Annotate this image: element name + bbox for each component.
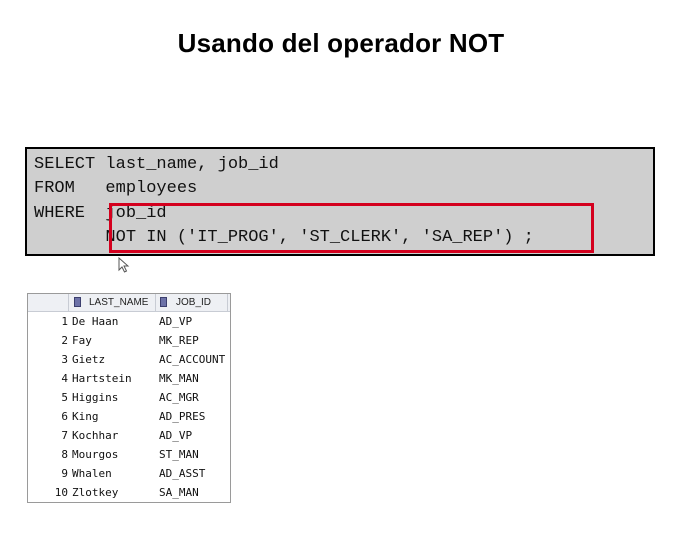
- row-number: 5: [61, 391, 68, 404]
- row-number: 2: [61, 334, 68, 347]
- cell-job-id: AC_MGR: [159, 391, 199, 404]
- column-header-job-id[interactable]: JOB_ID: [176, 297, 212, 308]
- column-header-last-name[interactable]: LAST_NAME: [89, 297, 149, 308]
- cell-job-id: AD_PRES: [159, 410, 206, 423]
- cell-last-name: Hartstein: [72, 372, 132, 385]
- cell-last-name: King: [72, 410, 99, 423]
- cell-job-id: MK_REP: [159, 334, 199, 347]
- table-row[interactable]: 6 King AD_PRES: [28, 407, 230, 426]
- table-row[interactable]: 1 De Haan AD_VP: [28, 312, 230, 331]
- sql-line-select: SELECT last_name, job_id: [34, 155, 279, 174]
- cell-last-name: Higgins: [72, 391, 119, 404]
- sql-line-from: FROM employees: [34, 179, 198, 198]
- cell-last-name: Fay: [72, 334, 92, 347]
- table-row[interactable]: 5 Higgins AC_MGR: [28, 388, 230, 407]
- sql-line-where: WHERE job_id: [34, 204, 167, 223]
- cell-job-id: AD_VP: [159, 315, 193, 328]
- cell-job-id: ST_MAN: [159, 448, 199, 461]
- cell-last-name: Gietz: [72, 353, 106, 366]
- sql-code-block: SELECT last_name, job_id FROM employees …: [25, 147, 655, 256]
- row-number: 7: [61, 429, 68, 442]
- row-number: 10: [54, 486, 68, 499]
- table-row[interactable]: 3 Gietz AC_ACCOUNT: [28, 350, 230, 369]
- mouse-pointer-icon: [118, 257, 130, 273]
- row-number: 6: [61, 410, 68, 423]
- cell-last-name: Kochhar: [72, 429, 119, 442]
- column-separator: [227, 294, 228, 311]
- cell-job-id: AD_ASST: [159, 467, 206, 480]
- sql-line-not-in: NOT IN ('IT_PROG', 'ST_CLERK', 'SA_REP')…: [34, 228, 534, 247]
- row-number: 1: [61, 315, 68, 328]
- cell-job-id: AC_ACCOUNT: [159, 353, 226, 366]
- column-separator: [68, 294, 69, 311]
- row-number: 3: [61, 353, 68, 366]
- table-row[interactable]: 9 Whalen AD_ASST: [28, 464, 230, 483]
- slide-title: Usando del operador NOT: [177, 28, 505, 58]
- table-row[interactable]: 8 Mourgos ST_MAN: [28, 445, 230, 464]
- where-clause-highlight: [109, 203, 594, 253]
- table-row[interactable]: 4 Hartstein MK_MAN: [28, 369, 230, 388]
- table-row[interactable]: 10 Zlotkey SA_MAN: [28, 483, 230, 502]
- row-number: 8: [61, 448, 68, 461]
- query-result-grid[interactable]: LAST_NAME JOB_ID 1 De Haan AD_VP 2 Fay M…: [27, 293, 231, 503]
- result-header-row: LAST_NAME JOB_ID: [28, 294, 230, 312]
- cell-last-name: Whalen: [72, 467, 112, 480]
- column-type-icon: [160, 297, 167, 307]
- column-separator: [155, 294, 156, 311]
- row-number: 4: [61, 372, 68, 385]
- cell-last-name: Mourgos: [72, 448, 119, 461]
- column-type-icon: [74, 297, 81, 307]
- cell-job-id: SA_MAN: [159, 486, 199, 499]
- cell-last-name: Zlotkey: [72, 486, 119, 499]
- table-row[interactable]: 2 Fay MK_REP: [28, 331, 230, 350]
- cell-job-id: AD_VP: [159, 429, 193, 442]
- cell-last-name: De Haan: [72, 315, 119, 328]
- cell-job-id: MK_MAN: [159, 372, 199, 385]
- row-number: 9: [61, 467, 68, 480]
- table-row[interactable]: 7 Kochhar AD_VP: [28, 426, 230, 445]
